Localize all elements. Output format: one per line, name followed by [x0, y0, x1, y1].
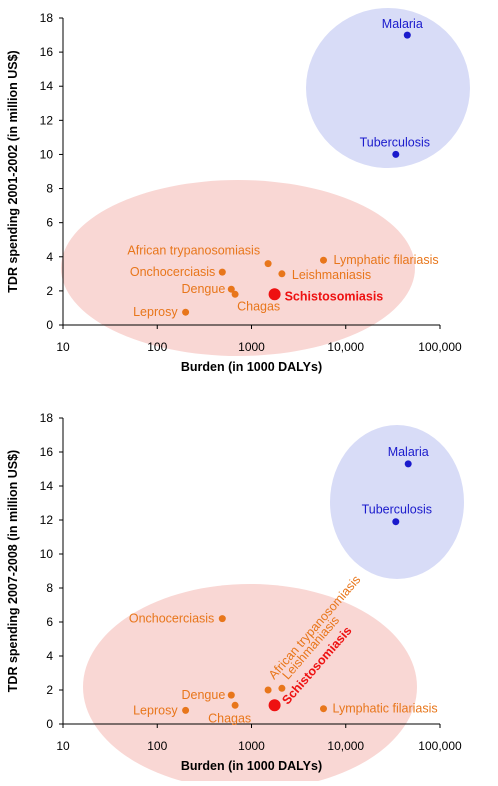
point-label: Onchocerciasis — [129, 612, 214, 626]
data-point — [268, 288, 281, 301]
x-tick-label: 1000 — [238, 739, 265, 753]
data-point — [231, 290, 239, 298]
y-tick-label: 0 — [46, 318, 53, 332]
y-tick-label: 14 — [40, 479, 54, 493]
data-point — [320, 256, 327, 264]
major-disease-cluster — [306, 8, 470, 168]
data-point — [403, 31, 411, 39]
x-tick-label: 1000 — [238, 340, 265, 354]
point-label: Dengue — [182, 688, 226, 702]
y-tick-label: 12 — [40, 513, 54, 527]
data-point — [218, 268, 226, 276]
data-point — [268, 699, 281, 712]
data-point — [182, 308, 190, 316]
x-axis-title: Burden (in 1000 DALYs) — [181, 360, 322, 374]
point-label: Chagas — [208, 711, 251, 725]
data-point — [278, 684, 286, 692]
x-tick-label: 100,000 — [418, 340, 462, 354]
y-axis-title: TDR spending 2007-2008 (in million US$) — [6, 450, 20, 692]
data-point — [320, 705, 327, 713]
y-tick-label: 2 — [46, 683, 53, 697]
y-tick-label: 18 — [40, 411, 54, 425]
data-point — [264, 686, 272, 694]
y-tick-label: 0 — [46, 717, 53, 731]
point-label: Lymphatic filariasis — [333, 702, 438, 716]
y-tick-label: 2 — [46, 284, 53, 298]
data-point — [392, 518, 400, 526]
y-axis-title: TDR spending 2001-2002 (in million US$) — [6, 50, 20, 292]
data-point — [278, 270, 286, 278]
y-tick-label: 16 — [40, 45, 54, 59]
data-point — [218, 615, 226, 623]
x-tick-label: 100 — [147, 340, 167, 354]
x-tick-label: 10 — [56, 340, 70, 354]
point-label: Tuberculosis — [362, 503, 432, 517]
y-tick-label: 14 — [40, 79, 54, 93]
point-label: Malaria — [388, 445, 429, 459]
neglected-disease-cluster — [61, 180, 415, 356]
y-tick-label: 10 — [40, 547, 54, 561]
data-point — [231, 701, 239, 709]
point-label: Malaria — [382, 17, 423, 31]
y-tick-label: 18 — [40, 11, 54, 25]
data-point — [404, 460, 412, 468]
point-label: Dengue — [182, 282, 226, 296]
x-tick-label: 10 — [56, 739, 70, 753]
major-disease-cluster — [330, 425, 464, 579]
point-label: Onchocerciasis — [130, 265, 215, 279]
data-point — [264, 260, 272, 268]
point-label: Schistosomiasis — [285, 289, 384, 303]
point-label: Leishmaniasis — [292, 268, 371, 282]
y-tick-label: 4 — [46, 250, 53, 264]
data-point — [182, 706, 190, 714]
data-point — [227, 691, 235, 699]
point-label: Chagas — [237, 299, 280, 313]
y-tick-label: 10 — [40, 147, 54, 161]
x-axis-title: Burden (in 1000 DALYs) — [181, 759, 322, 773]
point-label: Lymphatic filariasis — [334, 253, 439, 267]
point-label: Tuberculosis — [360, 135, 430, 149]
y-tick-label: 8 — [46, 581, 53, 595]
y-tick-label: 6 — [46, 615, 53, 629]
y-tick-label: 6 — [46, 216, 53, 230]
point-label: African trypanosomiasis — [127, 244, 260, 258]
point-label: Leprosy — [133, 703, 178, 717]
y-tick-label: 8 — [46, 182, 53, 196]
data-point — [227, 285, 235, 293]
x-tick-label: 10,000 — [327, 340, 364, 354]
y-tick-label: 12 — [40, 113, 54, 127]
x-tick-label: 10,000 — [327, 739, 364, 753]
neglected-disease-cluster — [83, 584, 417, 786]
x-tick-label: 100,000 — [418, 739, 462, 753]
point-label: Leprosy — [133, 305, 178, 319]
y-tick-label: 16 — [40, 445, 54, 459]
y-tick-label: 4 — [46, 649, 53, 663]
x-tick-label: 100 — [147, 739, 167, 753]
data-point — [392, 150, 400, 158]
